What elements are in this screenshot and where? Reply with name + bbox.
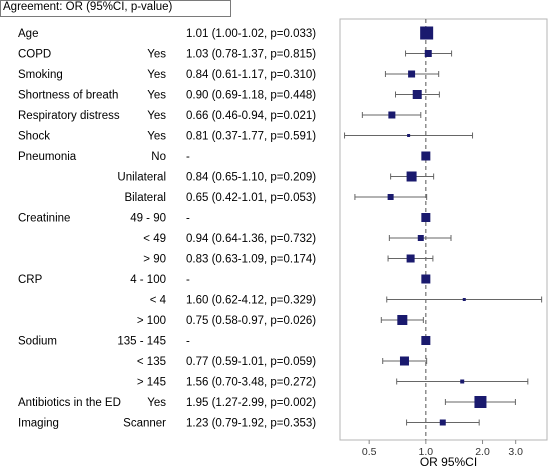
chart-header: Agreement: OR (95%CI, p-value) — [0, 0, 550, 18]
row-estimate-label: 1.95 (1.27-2.99, p=0.002) — [186, 397, 316, 409]
row-variable-label: Shortness of breath — [18, 90, 118, 102]
row-level-label: < 49 — [143, 233, 166, 245]
row-level-label: 135 - 145 — [117, 336, 166, 348]
row-level-label: < 4 — [150, 295, 167, 307]
row-level-label: < 135 — [137, 356, 166, 368]
row-variable-label: Age — [18, 28, 38, 40]
chart-title: Agreement: OR (95%CI, p-value) — [3, 1, 173, 13]
row-level-label: Yes — [147, 397, 166, 409]
row-level-label: 4 - 100 — [130, 274, 166, 286]
row-estimate-label: 1.03 (0.78-1.37, p=0.815) — [186, 49, 316, 61]
or-marker — [420, 26, 434, 40]
row-estimate-label: 0.81 (0.37-1.77, p=0.591) — [186, 131, 316, 143]
x-axis-label: OR 95%CI — [420, 455, 477, 469]
row-level-label: Yes — [147, 49, 166, 61]
row-variable-label: Shock — [18, 131, 50, 143]
or-marker — [417, 235, 424, 241]
or-marker — [407, 134, 411, 137]
x-tick-label: 1.0 — [419, 446, 434, 458]
row-estimate-label: 0.77 (0.59-1.01, p=0.059) — [186, 356, 316, 368]
row-level-label: > 100 — [137, 315, 166, 327]
or-marker — [406, 171, 417, 182]
row-estimate-label: - — [186, 274, 190, 286]
row-estimate-label: 0.66 (0.46-0.94, p=0.021) — [186, 110, 316, 122]
or-marker — [439, 419, 446, 426]
row-estimate-label: 1.56 (0.70-3.48, p=0.272) — [186, 377, 316, 389]
row-variable-label: CRP — [18, 274, 43, 286]
row-level-label: Yes — [147, 90, 166, 102]
or-marker — [421, 274, 431, 284]
or-marker — [387, 194, 394, 200]
or-marker — [399, 356, 409, 366]
or-marker — [421, 213, 431, 222]
or-marker — [388, 111, 396, 119]
row-variable-label: Smoking — [18, 69, 63, 81]
x-tick-label: 3.0 — [508, 446, 523, 458]
row-estimate-label: 0.65 (0.42-1.01, p=0.053) — [186, 192, 316, 204]
or-marker — [424, 50, 432, 57]
row-variable-label: Imaging — [18, 418, 59, 430]
row-level-label: 49 - 90 — [130, 213, 166, 225]
or-marker — [462, 298, 466, 301]
or-marker — [412, 90, 422, 99]
or-marker — [421, 151, 431, 161]
or-marker — [421, 336, 431, 345]
row-level-label: Scanner — [123, 418, 166, 430]
or-marker — [474, 396, 487, 408]
or-marker — [406, 254, 415, 263]
row-level-label: Yes — [147, 110, 166, 122]
row-estimate-label: - — [186, 213, 190, 225]
row-variable-label: Sodium — [18, 336, 57, 348]
x-tick-label: 2.0 — [475, 446, 490, 458]
row-level-label: Yes — [147, 131, 166, 143]
row-level-label: No — [151, 151, 166, 163]
row-estimate-label: 0.84 (0.61-1.17, p=0.310) — [186, 69, 316, 81]
row-variable-label: Creatinine — [18, 213, 70, 225]
plot-frame — [339, 18, 548, 441]
row-estimate-label: - — [186, 336, 190, 348]
or-marker — [397, 315, 408, 325]
row-estimate-label: 1.01 (1.00-1.02, p=0.033) — [186, 28, 316, 40]
row-estimate-label: 1.23 (0.79-1.92, p=0.353) — [186, 418, 316, 430]
row-level-label: > 90 — [143, 254, 166, 266]
row-estimate-label: 0.83 (0.63-1.09, p=0.174) — [186, 254, 316, 266]
row-level-label: > 145 — [137, 377, 166, 389]
x-tick-label: 0.5 — [362, 446, 377, 458]
row-estimate-label: 0.84 (0.65-1.10, p=0.209) — [186, 172, 316, 184]
row-estimate-label: 1.60 (0.62-4.12, p=0.329) — [186, 295, 316, 307]
row-estimate-label: - — [186, 151, 190, 163]
title-box — [0, 0, 231, 17]
row-variable-label: Pneumonia — [18, 151, 77, 163]
row-variable-label: COPD — [18, 49, 51, 61]
or-marker — [408, 70, 416, 78]
row-variable-label: Respiratory distress — [18, 110, 120, 122]
row-level-label: Bilateral — [124, 192, 166, 204]
row-variable-label: Antibiotics in the ED — [18, 397, 121, 409]
row-level-label: Yes — [147, 69, 166, 81]
or-marker — [460, 379, 465, 384]
row-estimate-label: 0.75 (0.58-0.97, p=0.026) — [186, 315, 316, 327]
row-estimate-label: 0.90 (0.69-1.18, p=0.448) — [186, 90, 316, 102]
row-estimate-label: 0.94 (0.64-1.36, p=0.732) — [186, 233, 316, 245]
row-level-label: Unilateral — [117, 172, 166, 184]
